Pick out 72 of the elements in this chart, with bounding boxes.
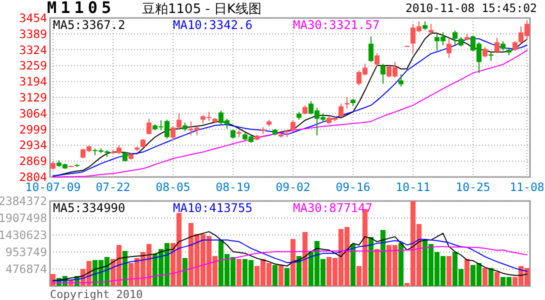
candlestick <box>452 30 458 46</box>
y-tick-label: 3064 <box>19 106 48 120</box>
text: 2010-11-08 15:45:02 <box>405 1 537 15</box>
text: MA10:413755 <box>173 201 252 215</box>
text: MA5:334990 <box>53 201 126 215</box>
candlestick <box>122 151 128 162</box>
candlestick <box>374 52 380 67</box>
y-tick-label: 3454 <box>19 11 48 25</box>
x-tick-label: 10-25 <box>456 180 490 194</box>
candlestick <box>170 126 176 141</box>
candlestick <box>146 118 152 135</box>
candlestick <box>344 96 350 110</box>
bar <box>272 264 278 286</box>
text: Copyright 2010 <box>50 288 143 300</box>
chart-subtitle: 豆粕1105 - 日K线图 <box>142 2 262 17</box>
candlestick <box>494 37 500 54</box>
y-tick-label: 476874 <box>5 262 48 276</box>
bar <box>278 264 284 286</box>
chart-title: M1105 <box>47 0 116 17</box>
bar <box>380 230 386 286</box>
candlestick <box>290 119 296 132</box>
y-tick-label: 2934 <box>19 138 48 152</box>
candlestick <box>446 38 452 58</box>
bar <box>236 258 242 286</box>
y-tick-label: 3389 <box>19 26 48 41</box>
bar <box>398 242 404 286</box>
bar <box>488 268 494 286</box>
bar <box>446 256 452 286</box>
x-tick-label: 07-22 <box>96 180 130 194</box>
candlestick <box>368 36 374 63</box>
text: MA5:3367.2 <box>53 18 126 32</box>
text: MA10:3342.6 <box>173 18 252 32</box>
bar <box>302 232 308 286</box>
y-tick-label: 3194 <box>19 74 48 89</box>
bar <box>284 268 290 286</box>
candlestick <box>482 46 488 58</box>
bar <box>374 248 380 286</box>
candlestick <box>500 40 506 52</box>
bar <box>464 258 470 286</box>
y-tick-label: 2869 <box>19 154 48 168</box>
bar <box>368 236 374 286</box>
x-tick-label: 08-05 <box>156 180 190 194</box>
candlestick <box>428 23 434 36</box>
candlestick <box>302 104 308 115</box>
text: MA30:877147 <box>293 201 372 215</box>
bar <box>494 272 500 286</box>
candlestick <box>176 113 182 130</box>
y-tick-label: 3324 <box>19 42 48 57</box>
y-tick-label: 3129 <box>19 90 48 104</box>
x-tick-label: 09-02 <box>276 180 310 194</box>
x-tick-label: 11-08 <box>510 180 544 194</box>
bar <box>290 238 296 286</box>
candlestick <box>380 63 386 84</box>
line-series <box>52 246 528 284</box>
bar <box>296 256 302 286</box>
y-tick-label: 1430623 <box>0 228 48 242</box>
text: MA30:3321.57 <box>293 18 380 32</box>
bar <box>350 244 356 286</box>
bar <box>182 258 188 286</box>
x-tick-label: 08-19 <box>216 180 250 194</box>
y-tick-label: 1907498 <box>0 211 48 225</box>
y-tick-label: 2999 <box>19 122 48 136</box>
candlestick <box>338 103 344 118</box>
x-tick-label: 10-11 <box>396 180 430 194</box>
candlestick <box>458 36 464 47</box>
y-tick-label: 953749 <box>5 245 48 259</box>
candlestick <box>512 40 518 52</box>
x-tick-label: 09-16 <box>336 180 370 194</box>
bar <box>122 251 128 286</box>
bar <box>482 268 488 286</box>
y-tick-label: 3259 <box>19 58 48 73</box>
candlestick <box>398 74 404 87</box>
